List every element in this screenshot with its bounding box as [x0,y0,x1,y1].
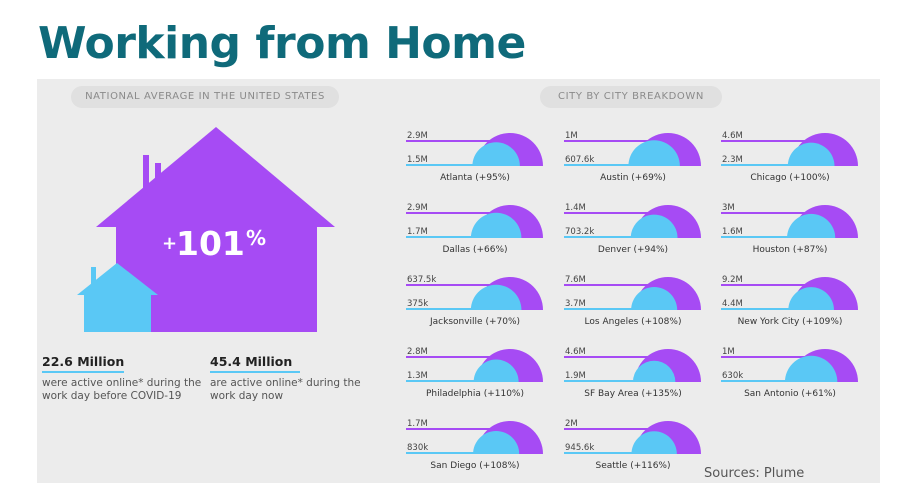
city-before-dome [784,355,838,382]
city-before-label: 375k [407,299,428,309]
city-now-label: 4.6M [565,347,586,357]
source-note: Sources: Plume [704,466,805,481]
city-name-label: Houston (+87%) [753,245,828,255]
city-name-label: Philadelphia (+110%) [426,389,524,399]
city-before-dome [472,142,520,166]
city-before-dome [788,287,834,310]
city-now-label: 2.8M [407,347,428,357]
city-before-dome [631,431,677,454]
city-name-label: San Antonio (+61%) [744,389,836,399]
city-before-dome [630,214,678,238]
city-before-dome [473,430,520,454]
city-before-label: 830k [407,443,428,453]
now-value: 45.4 Million [210,354,293,369]
city-before-label: 1.6M [722,227,743,237]
page-title: Working from Home [38,18,526,69]
city-name-label: Dallas (+66%) [442,245,507,255]
city-before-dome [632,360,676,382]
city-before-label: 703.2k [565,227,594,237]
city-name-label: Jacksonville (+70%) [429,317,520,327]
city-before-label: 4.4M [722,299,743,309]
city-now-label: 2.9M [407,203,428,213]
city-before-dome [787,213,836,238]
city-before-label: 3.7M [565,299,586,309]
city-before-label: 630k [722,371,743,381]
city-before-dome [470,284,522,310]
now-desc: are active online* during the work day n… [210,377,361,402]
city-before-label: 1.3M [407,371,428,381]
city-now-label: 1M [565,131,578,141]
city-name-label: New York City (+109%) [738,317,843,327]
city-name-label: Los Angeles (+108%) [585,317,682,327]
city-name-label: Seattle (+116%) [595,461,670,471]
city-now-label: 3M [722,203,735,213]
city-before-dome [631,286,678,310]
city-name-label: Chicago (+100%) [750,173,829,183]
city-now-label: 1.7M [407,419,428,429]
city-before-dome [628,140,680,166]
city-now-label: 2M [565,419,578,429]
city-header: CITY BY CITY BREAKDOWN [540,86,722,108]
city-before-dome [787,142,835,166]
city-before-label: 1.7M [407,227,428,237]
change-suffix: % [246,226,266,250]
city-name-label: San Diego (+108%) [430,461,519,471]
city-before-label: 1.5M [407,155,428,165]
city-name-label: Atlanta (+95%) [440,173,510,183]
city-now-label: 2.9M [407,131,428,141]
city-before-dome [473,359,519,382]
before-value: 22.6 Million [42,354,125,369]
city-now-label: 7.6M [565,275,586,285]
change-prefix: + [162,233,177,254]
city-before-label: 607.6k [565,155,594,165]
city-now-label: 1M [722,347,735,357]
city-name-label: Denver (+94%) [598,245,668,255]
city-now-label: 4.6M [722,131,743,141]
city-name-label: SF Bay Area (+135%) [584,389,682,399]
city-name-label: Austin (+69%) [600,173,666,183]
city-before-label: 2.3M [722,155,743,165]
city-before-dome [470,212,522,238]
national-change: 101 [176,224,245,263]
city-now-label: 1.4M [565,203,586,213]
national-header: NATIONAL AVERAGE IN THE UNITED STATES [71,86,339,108]
city-now-label: 9.2M [722,275,743,285]
city-before-label: 1.9M [565,371,586,381]
before-desc: were active online* during the work day … [42,377,202,402]
city-before-label: 945.6k [565,443,594,453]
city-now-label: 637.5k [407,275,436,285]
small-house-icon [77,263,158,332]
now-underline [210,371,300,373]
before-underline [42,371,124,373]
house-illustration: + 101 % [77,127,335,332]
